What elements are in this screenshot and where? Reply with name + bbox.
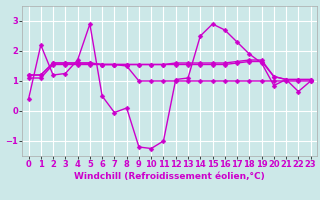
X-axis label: Windchill (Refroidissement éolien,°C): Windchill (Refroidissement éolien,°C)	[74, 172, 265, 181]
